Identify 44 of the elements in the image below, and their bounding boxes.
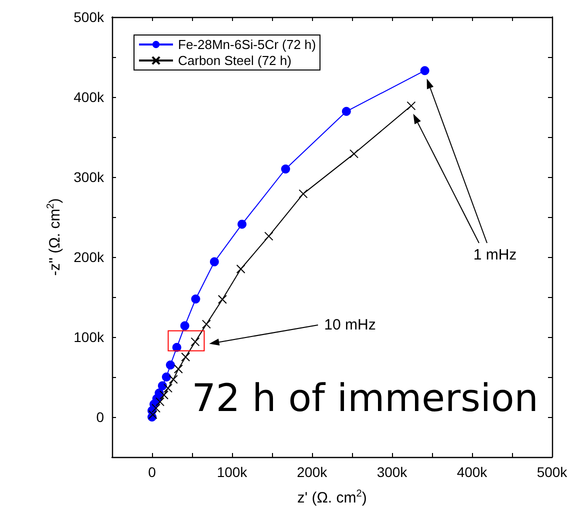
y-tick-label: 500k — [74, 9, 105, 25]
point — [158, 381, 167, 390]
point — [162, 372, 171, 382]
point — [166, 360, 175, 370]
point — [202, 320, 211, 329]
legend-label: Carbon Steel (72 h) — [178, 53, 292, 68]
x-tick-label: 0 — [148, 464, 156, 480]
y-tick-label: 400k — [74, 89, 105, 105]
x-tick-label: 400k — [456, 464, 488, 480]
legend-label: Fe-28Mn-6Si-5Cr (72 h) — [178, 37, 316, 52]
point — [218, 294, 227, 304]
point — [160, 390, 168, 400]
x-tick-label: 100k — [216, 464, 248, 480]
point — [238, 220, 246, 229]
point — [181, 352, 190, 362]
point — [406, 101, 416, 110]
point — [164, 384, 172, 393]
point — [190, 337, 200, 346]
annotation: 72 h of immersion — [192, 376, 538, 420]
y-tick-label: 300k — [74, 169, 105, 185]
point — [264, 232, 274, 241]
annotation: 1 mHz — [473, 246, 517, 264]
annotation: 10 mHz — [324, 316, 376, 334]
point — [298, 189, 308, 198]
x-tick-label: 300k — [376, 464, 408, 480]
point — [236, 264, 246, 274]
y-tick-label: 200k — [74, 249, 105, 265]
point — [180, 321, 190, 330]
point — [350, 149, 358, 158]
point — [156, 397, 164, 406]
point — [172, 342, 182, 352]
y-axis-title: -z'' (Ω. cm2) — [46, 198, 64, 276]
y-tick-label: 100k — [74, 329, 105, 345]
point — [210, 257, 219, 266]
x-tick-label: 200k — [296, 464, 328, 480]
point — [174, 364, 183, 374]
point — [191, 294, 200, 304]
y-tick-label: 0 — [96, 409, 104, 425]
point — [281, 164, 290, 174]
point — [168, 374, 178, 384]
point — [420, 66, 430, 76]
x-tick-label: 500k — [536, 464, 568, 480]
point — [148, 410, 158, 420]
point — [342, 106, 351, 116]
